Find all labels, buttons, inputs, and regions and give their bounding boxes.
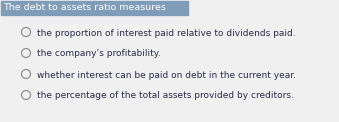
Text: the proportion of interest paid relative to dividends paid.: the proportion of interest paid relative… [37, 29, 296, 37]
Text: The debt to assets ratio measures: The debt to assets ratio measures [3, 2, 166, 11]
Text: the company’s profitability.: the company’s profitability. [37, 50, 161, 59]
Text: the percentage of the total assets provided by creditors.: the percentage of the total assets provi… [37, 92, 294, 101]
Text: whether interest can be paid on debt in the current year.: whether interest can be paid on debt in … [37, 71, 296, 80]
